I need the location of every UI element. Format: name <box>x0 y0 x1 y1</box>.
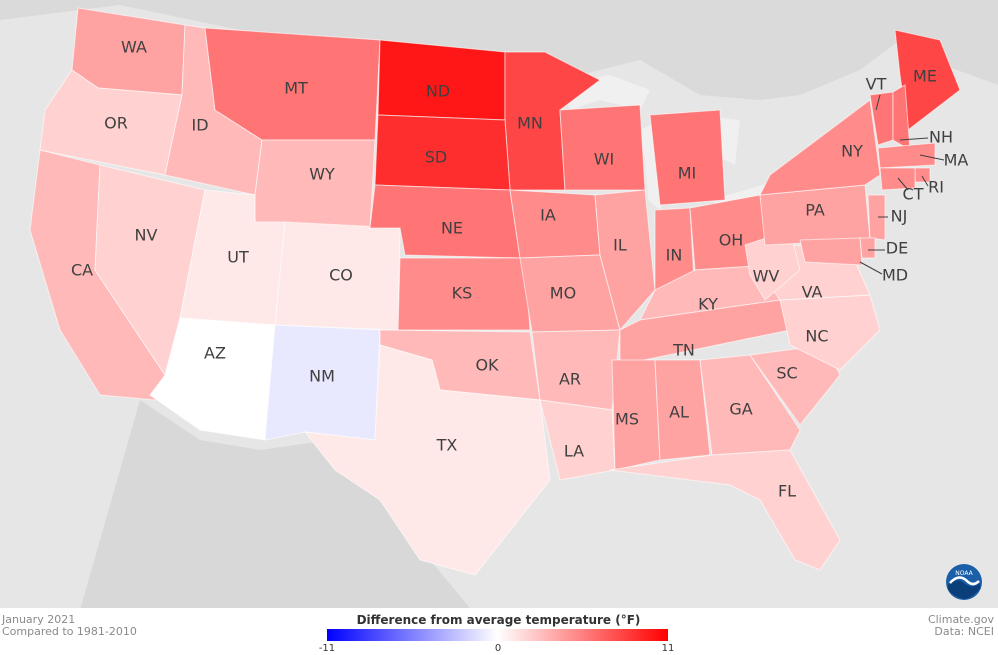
state-label-mo: MO <box>550 284 576 303</box>
state-label-mt: MT <box>284 79 308 98</box>
states-layer <box>29 7 961 576</box>
state-label-ks: KS <box>452 284 473 303</box>
state-me <box>894 29 961 131</box>
state-mi <box>649 109 726 206</box>
state-label-wa: WA <box>121 38 147 57</box>
state-label-pa: PA <box>805 201 825 220</box>
leader-line-ma <box>919 154 945 161</box>
state-label-or: OR <box>104 114 128 133</box>
state-label-mn: MN <box>517 114 543 133</box>
state-fl <box>609 449 841 571</box>
state-label-la: LA <box>564 442 584 461</box>
state-label-id: ID <box>191 116 208 135</box>
state-label-nm: NM <box>309 367 335 386</box>
leader-line-ct <box>897 177 909 191</box>
state-label-ca: CA <box>71 261 93 280</box>
state-il <box>594 189 656 332</box>
state-label-tx: TX <box>436 436 458 455</box>
mexico-land <box>80 400 470 608</box>
labels-layer: WA OR ID MT ND MN SD WY CA NV UT CO AZ NM NE KS OK TX IA MO… <box>71 38 968 501</box>
us-temperature-map: WA OR ID MT ND MN SD WY CA NV UT CO AZ NM NE KS OK TX IA MO… <box>0 0 998 608</box>
legend-title: Difference from average temperature (°F) <box>356 613 641 627</box>
state-label-de: DE <box>886 239 908 258</box>
leader-line-nh <box>899 137 929 141</box>
state-md <box>799 237 863 266</box>
legend-min-label: -11 <box>318 643 336 654</box>
map-baseline: Compared to 1981-2010 <box>2 625 137 638</box>
state-wi <box>559 104 646 191</box>
legend-mid-label: 0 <box>494 643 502 654</box>
state-label-ut: UT <box>227 248 249 267</box>
leader-line-vt <box>875 94 881 111</box>
state-label-nv: NV <box>135 226 158 245</box>
legend-max-label: 11 <box>661 643 675 654</box>
state-label-ar: AR <box>559 370 581 389</box>
legend-color-bar <box>327 629 668 641</box>
state-label-vt: VT <box>866 75 887 94</box>
state-nd <box>377 39 506 121</box>
state-label-oh: OH <box>719 231 744 250</box>
state-label-sd: SD <box>425 148 447 167</box>
map-date: January 2021 <box>2 613 76 626</box>
state-wy <box>254 139 376 229</box>
state-label-co: CO <box>329 266 353 285</box>
state-label-wi: WI <box>594 150 615 169</box>
state-label-nh: NH <box>929 128 953 147</box>
state-label-ia: IA <box>540 206 556 225</box>
state-label-ms: MS <box>615 410 639 429</box>
state-ks <box>397 257 531 331</box>
state-label-me: ME <box>913 67 937 86</box>
state-label-il: IL <box>613 236 627 255</box>
state-tx <box>303 344 551 576</box>
canada-land <box>0 0 998 100</box>
state-label-ga: GA <box>729 400 752 419</box>
state-ga <box>699 354 801 456</box>
source-data: Data: NCEI <box>934 625 994 638</box>
state-label-az: AZ <box>204 344 226 363</box>
state-label-wv: WV <box>753 267 780 286</box>
map-panel: WA OR ID MT ND MN SD WY CA NV UT CO AZ NM NE KS OK TX IA MO… <box>0 0 998 608</box>
state-de <box>859 237 876 259</box>
svg-text:NOAA: NOAA <box>955 570 973 577</box>
state-label-ma: MA <box>944 151 969 170</box>
state-label-nj: NJ <box>891 207 908 226</box>
state-label-al: AL <box>669 403 689 422</box>
state-label-sc: SC <box>776 364 797 383</box>
state-label-ok: OK <box>475 356 499 375</box>
state-ny <box>759 99 881 196</box>
state-label-md: MD <box>882 266 908 285</box>
state-label-nd: ND <box>426 82 450 101</box>
state-ma <box>877 142 936 169</box>
noaa-logo: NOAA <box>945 563 983 601</box>
state-label-ky: KY <box>698 295 718 314</box>
state-label-ne: NE <box>441 219 463 238</box>
state-label-ri: RI <box>928 178 944 197</box>
state-label-wy: WY <box>309 165 335 184</box>
state-label-ny: NY <box>841 142 863 161</box>
state-label-va: VA <box>802 283 823 302</box>
state-label-tn: TN <box>672 341 695 360</box>
state-label-mi: MI <box>678 164 697 183</box>
state-ct <box>879 167 916 191</box>
state-nj <box>867 194 886 241</box>
leader-line-ri <box>921 175 929 187</box>
state-label-in: IN <box>666 246 683 265</box>
state-label-fl: FL <box>778 482 796 501</box>
state-label-nc: NC <box>805 327 828 346</box>
source-site: Climate.gov <box>927 613 994 626</box>
leader-line-md <box>859 261 883 275</box>
